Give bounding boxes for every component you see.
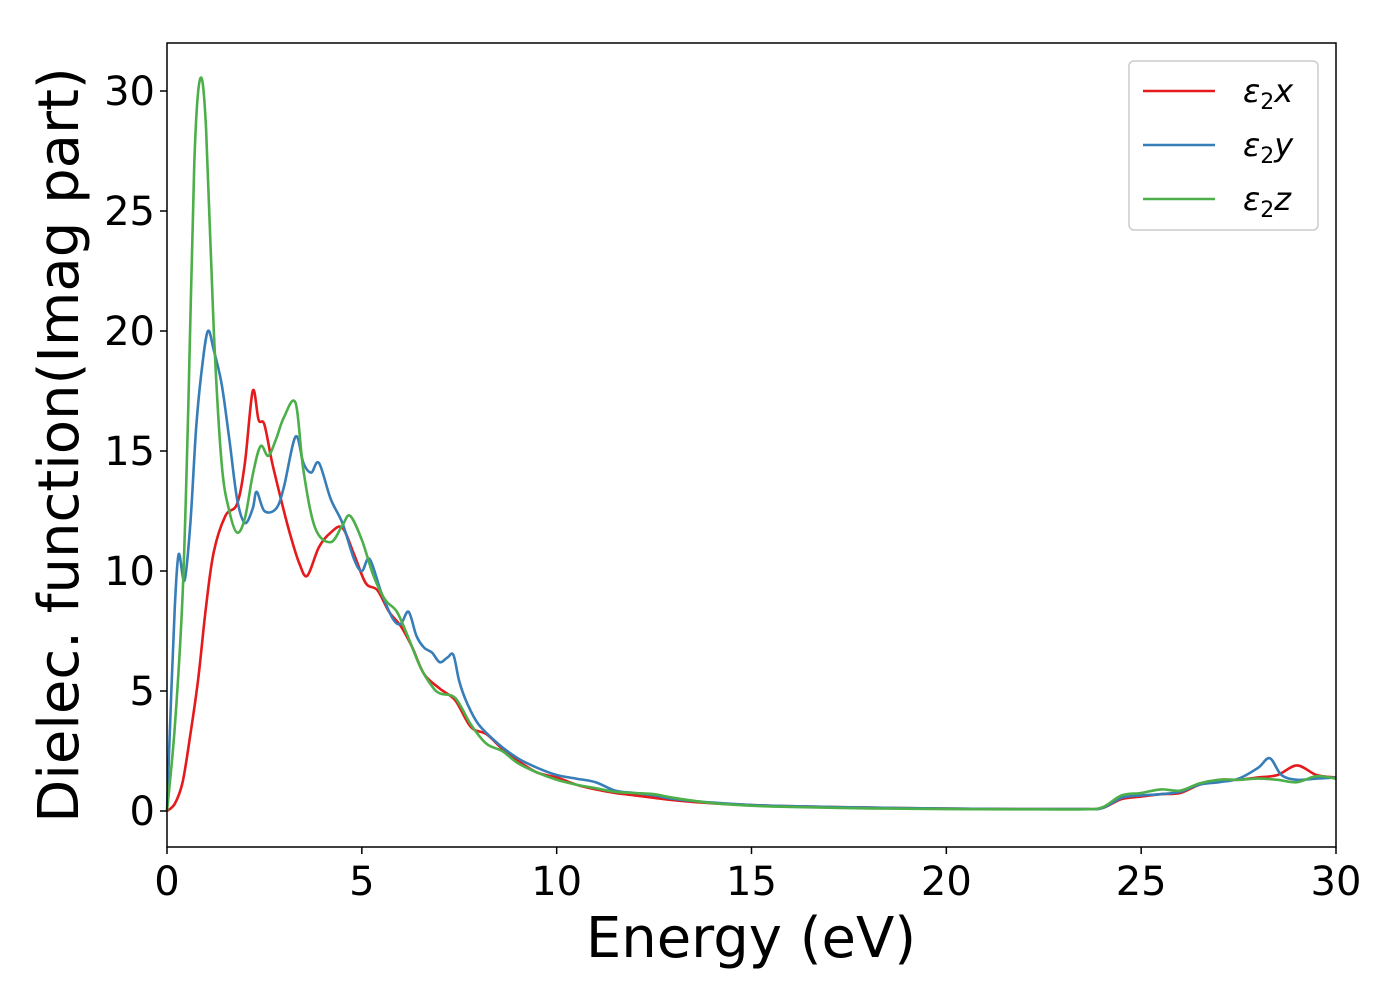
x-tick-label: 20: [921, 859, 972, 905]
series-line-y: [165, 329, 1337, 812]
y-tick-label: 25: [104, 189, 155, 235]
y-axis-ticks: 0 5 10 15 20 25 30: [104, 69, 167, 835]
legend-label: ε2x: [1243, 72, 1294, 115]
x-axis-title: Energy (eV): [586, 906, 916, 971]
y-tick-label: 30: [104, 69, 155, 115]
series-lines: [165, 76, 1337, 813]
y-tick-label: 0: [130, 789, 155, 835]
legend-item-y: ε2y: [1143, 126, 1294, 169]
x-tick-label: 25: [1116, 859, 1167, 905]
y-tick-label: 5: [130, 669, 155, 715]
legend: ε2x ε2y ε2z: [1128, 60, 1319, 231]
x-tick-label: 0: [154, 859, 179, 905]
legend-label: ε2z: [1243, 180, 1292, 223]
x-tick-label: 5: [349, 859, 374, 905]
legend-items: ε2x ε2y ε2z: [1143, 72, 1294, 223]
y-tick-label: 15: [104, 429, 155, 475]
x-tick-label: 15: [726, 859, 777, 905]
x-tick-label: 10: [531, 859, 582, 905]
legend-box: [1128, 60, 1319, 231]
y-axis-title: Dielec. function(Imag part): [27, 67, 92, 823]
x-axis-ticks: 0 5 10 15 20 25 30: [154, 847, 1361, 905]
x-tick-label: 30: [1311, 859, 1362, 905]
legend-label: ε2y: [1243, 126, 1294, 169]
series-line-z: [165, 76, 1337, 812]
legend-item-x: ε2x: [1143, 72, 1294, 115]
y-tick-label: 10: [104, 549, 155, 595]
y-tick-label: 20: [104, 309, 155, 355]
series-line-x: [166, 388, 1337, 813]
legend-item-z: ε2z: [1143, 180, 1292, 223]
